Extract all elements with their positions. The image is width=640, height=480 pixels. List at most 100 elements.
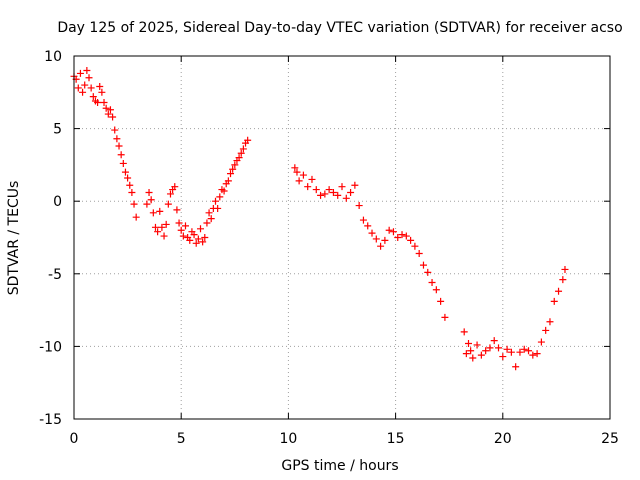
data-point	[104, 110, 112, 118]
data-point	[192, 239, 200, 247]
data-point	[499, 353, 507, 361]
data-point	[299, 171, 307, 179]
data-point	[212, 197, 220, 205]
data-point	[334, 191, 342, 199]
data-point	[308, 175, 316, 183]
data-point	[205, 209, 213, 217]
data-point	[190, 231, 198, 239]
data-point	[89, 93, 97, 101]
y-tick-label: 10	[44, 49, 62, 65]
data-point	[555, 287, 563, 295]
data-point	[199, 238, 207, 246]
data-point	[162, 220, 170, 228]
data-point	[507, 348, 515, 356]
x-tick-label: 20	[494, 431, 512, 447]
data-point	[160, 232, 168, 240]
data-point	[229, 165, 237, 173]
data-point	[98, 88, 106, 96]
data-point	[121, 168, 129, 176]
x-axis-label: GPS time / hours	[281, 458, 398, 474]
data-point	[381, 236, 389, 244]
data-point	[186, 236, 194, 244]
data-point	[325, 186, 333, 194]
data-point	[83, 67, 91, 75]
data-point	[81, 81, 89, 89]
x-tick-labels: 0 5 10 15 20 25	[70, 431, 619, 447]
data-point	[359, 216, 367, 224]
data-point	[124, 174, 132, 182]
data-point	[293, 168, 301, 176]
x-tick-label: 5	[177, 431, 186, 447]
data-point	[495, 344, 503, 352]
y-tick-label: -10	[39, 339, 62, 355]
data-point	[164, 200, 172, 208]
data-point	[196, 225, 204, 233]
data-point	[460, 328, 468, 336]
plot-frame	[73, 55, 611, 420]
data-point	[106, 106, 114, 114]
data-point	[424, 268, 432, 276]
data-point	[525, 347, 533, 355]
data-point	[368, 229, 376, 237]
x-tick-label: 25	[601, 431, 619, 447]
data-point	[76, 69, 84, 77]
x-tick-label: 0	[70, 431, 79, 447]
data-point	[486, 344, 494, 352]
data-point	[295, 177, 303, 185]
data-marks	[70, 67, 569, 371]
data-point	[304, 183, 312, 191]
data-point	[147, 196, 155, 204]
data-point	[291, 164, 299, 172]
y-tick-labels: 10 5 0 -5 -10 -15	[39, 49, 62, 428]
data-point	[402, 232, 410, 240]
data-point	[482, 347, 490, 355]
grid-lines	[74, 56, 610, 419]
data-point	[473, 341, 481, 349]
data-point	[317, 191, 325, 199]
data-point	[132, 213, 140, 221]
data-point	[94, 98, 102, 106]
data-point	[467, 347, 475, 355]
data-point	[149, 209, 157, 217]
data-point	[156, 207, 164, 215]
data-point	[128, 188, 136, 196]
data-point	[342, 194, 350, 202]
data-point	[100, 98, 108, 106]
data-point	[477, 351, 485, 359]
data-point	[441, 313, 449, 321]
data-point	[237, 149, 245, 157]
y-axis-label: SDTVAR / TECUs	[6, 181, 22, 296]
data-point	[115, 142, 123, 150]
data-point	[102, 104, 110, 112]
data-point	[171, 183, 179, 191]
data-point	[173, 206, 181, 214]
data-point	[516, 348, 524, 356]
data-point	[394, 234, 402, 241]
data-point	[428, 279, 436, 287]
data-point	[214, 204, 222, 212]
data-point	[364, 222, 372, 230]
data-point	[145, 188, 153, 196]
data-point	[437, 297, 445, 305]
data-point	[207, 215, 215, 223]
data-point	[194, 235, 202, 243]
data-point	[203, 219, 211, 227]
data-point	[462, 350, 470, 358]
data-point	[227, 170, 235, 178]
data-point	[321, 190, 329, 198]
data-point	[351, 181, 359, 189]
data-point	[154, 228, 162, 236]
axis-ticks	[73, 55, 611, 420]
data-point	[79, 88, 87, 96]
data-point	[177, 226, 185, 234]
data-point	[559, 276, 567, 284]
data-point	[109, 113, 117, 121]
data-point	[329, 188, 337, 196]
data-point	[201, 234, 209, 241]
data-point	[542, 326, 550, 334]
data-point	[126, 181, 134, 189]
data-point	[550, 297, 558, 305]
data-point	[239, 145, 247, 153]
data-point	[74, 84, 82, 92]
